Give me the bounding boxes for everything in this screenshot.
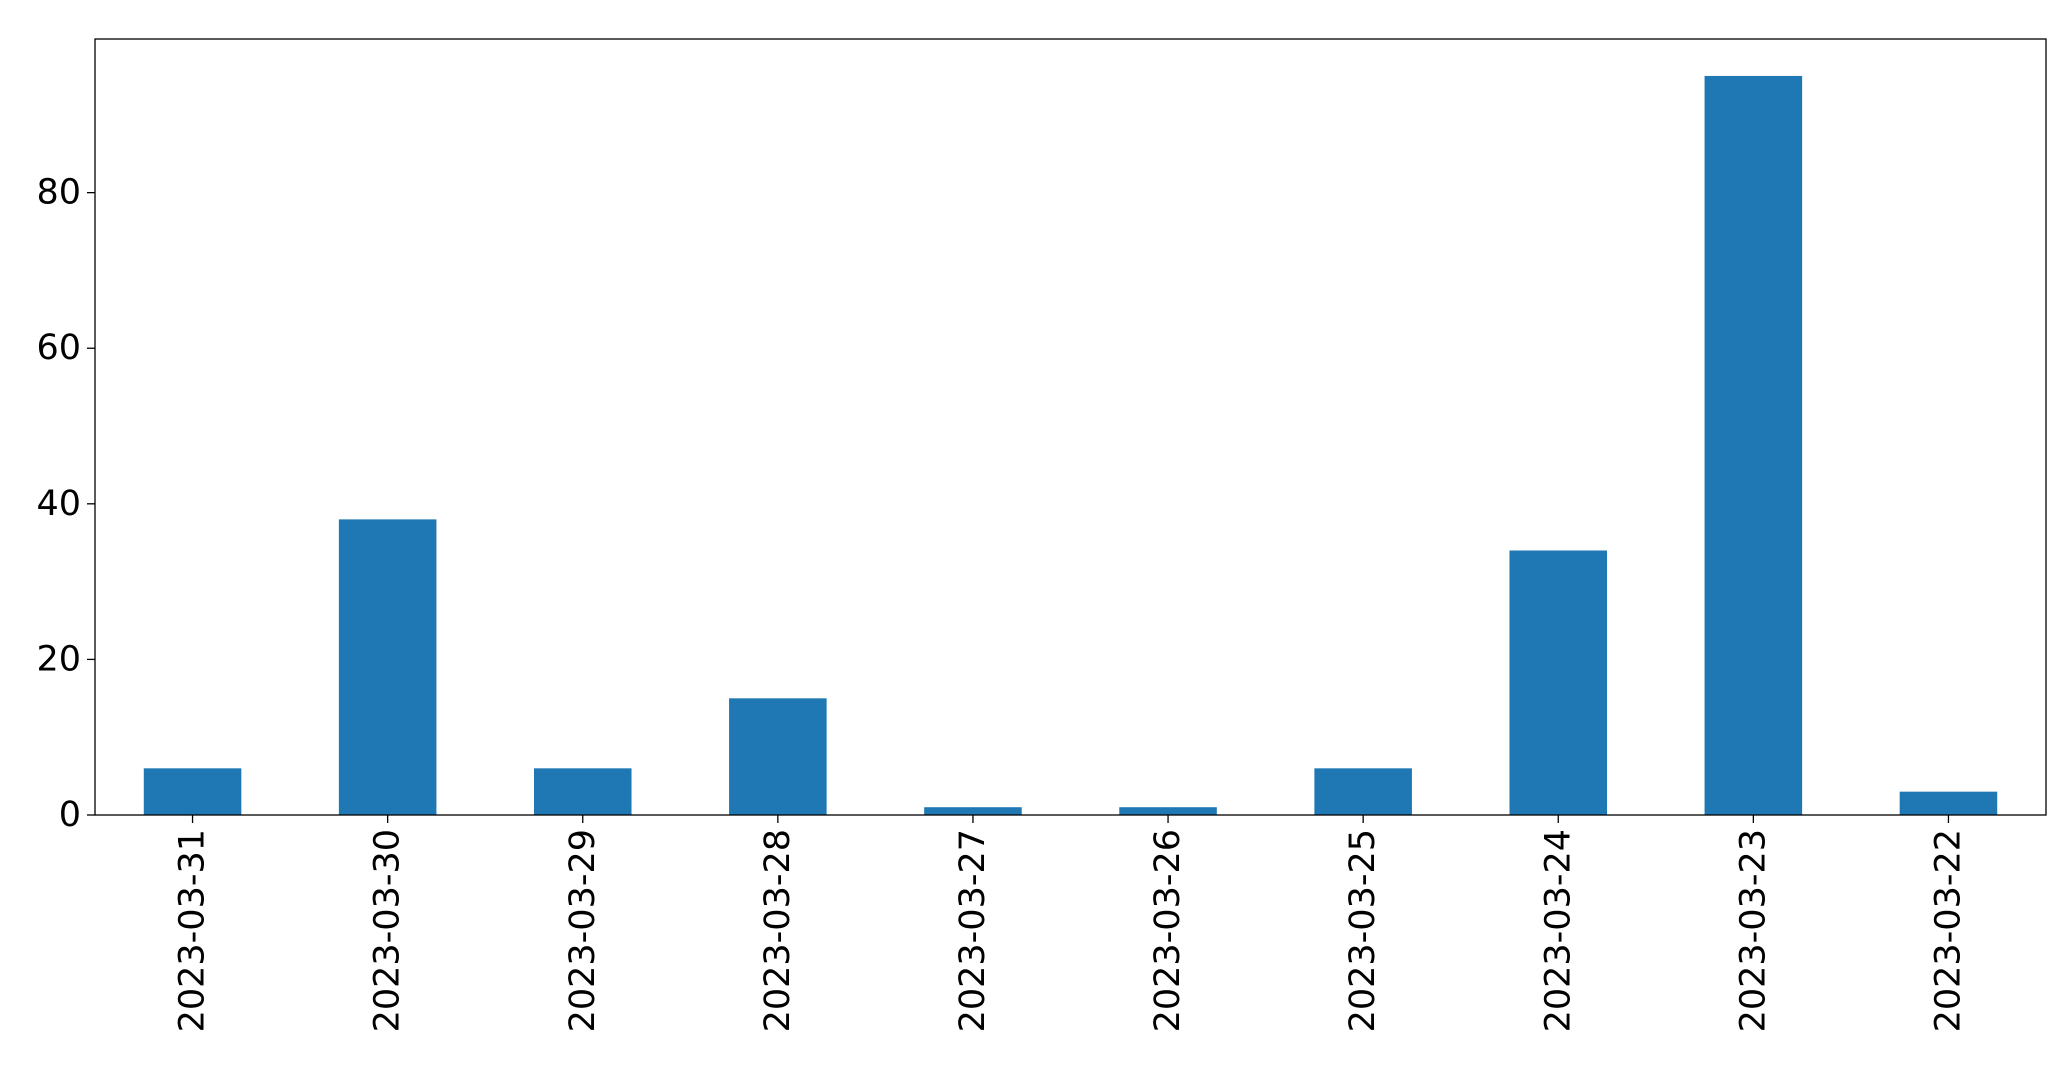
bar-2023-03-22 bbox=[1899, 791, 1998, 815]
bar-2023-03-27 bbox=[924, 807, 1022, 815]
y-axis: 0 20 40 60 80 bbox=[36, 173, 95, 835]
bar-2023-03-31 bbox=[143, 768, 242, 815]
plot-frame bbox=[94, 38, 2047, 816]
x-tick-label: 2023-03-24 bbox=[1538, 829, 1578, 1032]
y-tick-label: 0 bbox=[59, 795, 81, 835]
y-tick-label: 20 bbox=[36, 639, 81, 679]
bars-layer bbox=[143, 75, 1998, 815]
x-tick-label: 2023-03-23 bbox=[1733, 829, 1773, 1032]
bar-2023-03-26 bbox=[1119, 807, 1217, 815]
bar-2023-03-29 bbox=[533, 768, 632, 815]
x-tick-label: 2023-03-31 bbox=[173, 829, 213, 1032]
x-tick-label: 2023-03-27 bbox=[953, 829, 993, 1032]
bar-2023-03-24 bbox=[1509, 550, 1608, 815]
x-tick-label: 2023-03-30 bbox=[368, 829, 408, 1032]
x-tick-label: 2023-03-28 bbox=[758, 829, 798, 1032]
bar-2023-03-30 bbox=[338, 519, 437, 815]
x-tick-label: 2023-03-25 bbox=[1343, 829, 1383, 1032]
bar-2023-03-25 bbox=[1314, 768, 1412, 815]
x-tick-label: 2023-03-29 bbox=[563, 829, 603, 1032]
x-tick-label: 2023-03-22 bbox=[1928, 829, 1968, 1032]
y-tick-label: 60 bbox=[36, 328, 81, 368]
x-tick-label: 2023-03-26 bbox=[1148, 829, 1188, 1032]
y-tick-label: 80 bbox=[36, 173, 81, 213]
x-axis: 2023-03-31 2023-03-30 2023-03-29 2023-03-28… bbox=[173, 815, 1968, 1032]
bar-2023-03-23 bbox=[1704, 75, 1803, 815]
y-tick-label: 40 bbox=[36, 484, 81, 524]
bar-2023-03-28 bbox=[729, 698, 827, 815]
